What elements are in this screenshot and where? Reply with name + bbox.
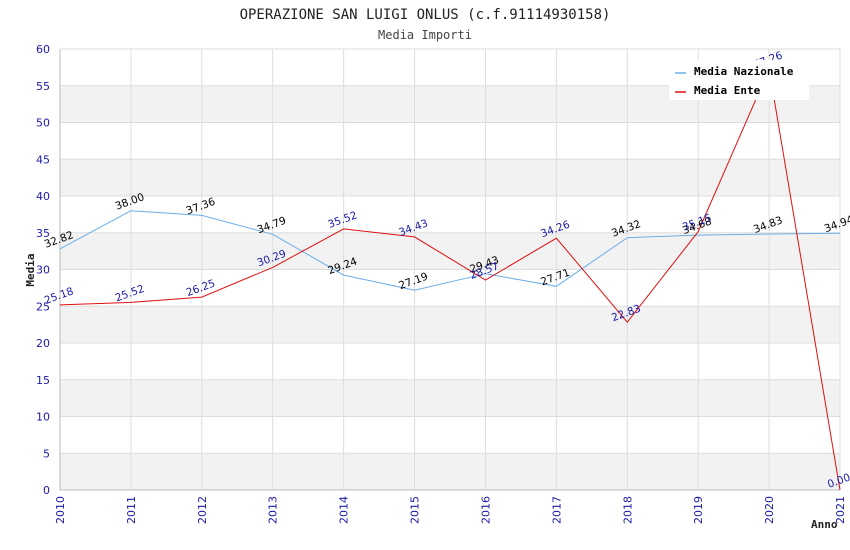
y-tick-label: 60 [36, 43, 50, 56]
grid-band [60, 379, 840, 417]
y-tick-labels: 0 5 10 15 20 25 30 35 40 45 50 55 60 [36, 43, 50, 497]
data-label-media-nazionale: 37.36 [185, 196, 218, 218]
y-tick-label: 55 [36, 80, 50, 93]
x-tick-label: 2019 [692, 496, 705, 524]
y-axis-label: Media [24, 253, 37, 286]
legend-label-media-nazionale: Media Nazionale [694, 65, 794, 78]
y-tick-label: 30 [36, 264, 50, 277]
y-tick-label: 0 [43, 484, 50, 497]
x-tick-label: 2012 [196, 496, 209, 524]
y-tick-label: 15 [36, 374, 50, 387]
x-tick-label: 2017 [550, 496, 563, 524]
legend-box [669, 60, 809, 100]
x-tick-label: 2021 [834, 496, 847, 524]
x-tick-label: 2011 [125, 496, 138, 524]
grid-band [60, 159, 840, 196]
y-tick-label: 20 [36, 337, 50, 350]
grid-band [60, 453, 840, 490]
x-tick-label: 2018 [621, 496, 634, 524]
x-tick-label: 2010 [54, 496, 67, 524]
series-line-media-nazionale [59, 210, 841, 291]
chart-subtitle: Media Importi [378, 28, 472, 42]
legend: Media Nazionale Media Ente [669, 60, 809, 100]
data-label-media-nazionale: 34.94 [823, 213, 850, 235]
plot-background [60, 85, 840, 490]
data-label-media-ente: 35.52 [326, 209, 358, 231]
series-line-media-ente [59, 67, 841, 491]
data-label-media-ente: 25.18 [43, 285, 75, 307]
x-tick-label: 2020 [763, 496, 776, 524]
x-axis-label: Anno [811, 518, 838, 531]
x-tick-labels: 2010 2011 2012 2013 2014 2015 2016 2017 2018 2019… [54, 496, 847, 524]
y-tick-label: 5 [43, 447, 50, 460]
data-label-media-ente: 26.25 [185, 277, 217, 299]
chart-title: OPERAZIONE SAN LUIGI ONLUS (c.f.91114930… [240, 7, 611, 23]
grid-band [60, 232, 840, 270]
x-tick-label: 2016 [479, 496, 492, 524]
y-tick-label: 35 [36, 227, 50, 240]
legend-label-media-ente: Media Ente [694, 84, 761, 97]
gridlines [59, 48, 841, 491]
grid-band [60, 306, 840, 343]
axes [59, 49, 840, 491]
data-label-media-nazionale: 27.19 [397, 271, 429, 293]
y-tick-label: 50 [36, 117, 50, 130]
y-tick-label: 45 [36, 153, 50, 166]
series-lines [59, 67, 841, 491]
x-tick-label: 2015 [409, 496, 422, 524]
y-tick-label: 10 [36, 411, 50, 424]
x-tick-label: 2014 [338, 496, 351, 524]
y-tick-label: 25 [36, 300, 50, 313]
x-tick-label: 2013 [267, 496, 280, 524]
y-tick-label: 40 [36, 190, 50, 203]
